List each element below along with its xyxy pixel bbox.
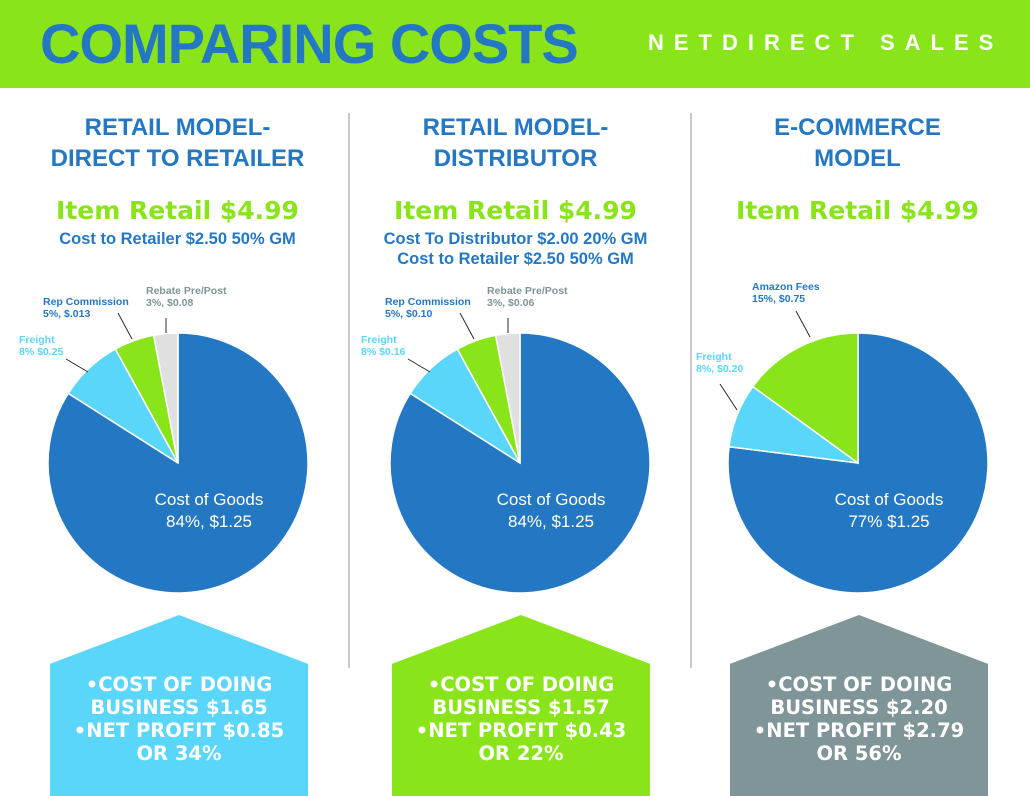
slice-label-cost-of-goods: Cost of Goods 84%, $1.25 <box>497 490 606 531</box>
model-title: E-COMMERCE MODEL <box>686 112 1029 174</box>
summary-line-4: OR 34% <box>136 742 222 765</box>
model-title-line-2: MODEL <box>814 145 901 172</box>
summary-line-4: OR 56% <box>816 742 902 765</box>
panel-retail-distributor: RETAIL MODEL- DISTRIBUTOR Item Retail $4… <box>344 0 687 796</box>
item-retail-price: Item Retail $4.99 <box>736 196 979 225</box>
cost-lines: Cost To Distributor $2.00 20% GM Cost to… <box>344 229 687 269</box>
summary-text: •COST OF DOING BUSINESS $1.57 •NET PROFI… <box>392 673 650 765</box>
slice-label-rebate-pre-post: Rebate Pre/Post 3%, $0.06 <box>487 285 568 309</box>
item-retail-price: Item Retail $4.99 <box>394 196 637 225</box>
model-title-line-2: DISTRIBUTOR <box>433 145 598 172</box>
slice-label-freight: Freight 8%, $0.20 <box>696 351 743 375</box>
pie-slice-amazon-fees <box>751 332 859 465</box>
summary-retail-direct: •COST OF DOING BUSINESS $1.65 •NET PROFI… <box>50 615 308 796</box>
callout-line <box>795 310 811 338</box>
model-title: RETAIL MODEL- DIRECT TO RETAILER <box>6 112 349 174</box>
callout-line <box>117 312 133 340</box>
cost-line-1: Cost To Distributor $2.00 20% GM <box>383 230 648 248</box>
summary-line-1: •COST OF DOING <box>427 673 615 696</box>
pie-slice-rebate-pre-post <box>152 332 179 464</box>
model-title-line-1: E-COMMERCE <box>774 114 941 141</box>
slice-label-rep-commission: Rep Commission 5%, $0.10 <box>385 296 471 320</box>
pie-slice-cost-of-goods <box>47 332 309 594</box>
summary-text: •COST OF DOING BUSINESS $1.65 •NET PROFI… <box>50 673 308 765</box>
panel-divider-1 <box>348 113 350 668</box>
cost-line-1: Cost to Retailer $2.50 50% GM <box>59 230 296 248</box>
model-title-line-2: DIRECT TO RETAILER <box>50 145 305 172</box>
header-bar: COMPARING COSTS NETDIRECT SALES <box>0 0 1030 88</box>
cost-line-2: Cost to Retailer $2.50 50% GM <box>397 250 634 268</box>
summary-line-1: •COST OF DOING <box>85 673 273 696</box>
summary-line-3: •NET PROFIT $0.43 <box>415 719 627 742</box>
slice-label-cost-of-goods: Cost of Goods 77% $1.25 <box>835 490 944 531</box>
slice-label-cost-of-goods: Cost of Goods 84%, $1.25 <box>155 490 264 531</box>
summary-line-1: •COST OF DOING <box>765 673 953 696</box>
callout-line <box>65 358 89 373</box>
summary-line-2: BUSINESS $1.65 <box>90 696 268 719</box>
brand-name: NETDIRECT SALES <box>648 30 1004 55</box>
panel-ecommerce: E-COMMERCE MODEL Item Retail $4.99 <box>686 0 1029 796</box>
summary-line-2: BUSINESS $1.57 <box>432 696 610 719</box>
pie-slice-cost-of-goods <box>389 332 651 594</box>
slice-label-freight: Freight 8% $0.25 <box>19 334 64 358</box>
cost-lines: Cost to Retailer $2.50 50% GM <box>6 229 349 249</box>
model-title-line-1: RETAIL MODEL- <box>422 114 609 141</box>
summary-ecommerce: •COST OF DOING BUSINESS $2.20 •NET PROFI… <box>730 615 988 796</box>
slice-label-rep-commission: Rep Commission 5%, $.013 <box>43 296 129 320</box>
summary-line-2: BUSINESS $2.20 <box>770 696 948 719</box>
summary-line-3: •NET PROFIT $2.79 <box>753 719 965 742</box>
item-retail-price: Item Retail $4.99 <box>56 196 299 225</box>
summary-line-3: •NET PROFIT $0.85 <box>73 719 285 742</box>
model-title: RETAIL MODEL- DISTRIBUTOR <box>344 112 687 174</box>
panel-divider-2 <box>690 113 692 668</box>
callout-line <box>459 312 475 340</box>
slice-label-rebate-pre-post: Rebate Pre/Post 3%, $0.08 <box>146 285 227 309</box>
panel-retail-direct: RETAIL MODEL- DIRECT TO RETAILER Item Re… <box>6 0 349 796</box>
slice-label-freight: Freight 8% $0.16 <box>361 334 406 358</box>
callout-line <box>719 383 738 411</box>
pie-slice-rebate-pre-post <box>494 332 521 464</box>
model-title-line-1: RETAIL MODEL- <box>84 114 271 141</box>
summary-text: •COST OF DOING BUSINESS $2.20 •NET PROFI… <box>730 673 988 765</box>
callout-line <box>407 358 431 373</box>
slice-label-amazon-fees: Amazon Fees 15%, $0.75 <box>752 281 820 305</box>
page-title: COMPARING COSTS <box>40 12 579 75</box>
summary-retail-distributor: •COST OF DOING BUSINESS $1.57 •NET PROFI… <box>392 615 650 796</box>
summary-line-4: OR 22% <box>478 742 564 765</box>
